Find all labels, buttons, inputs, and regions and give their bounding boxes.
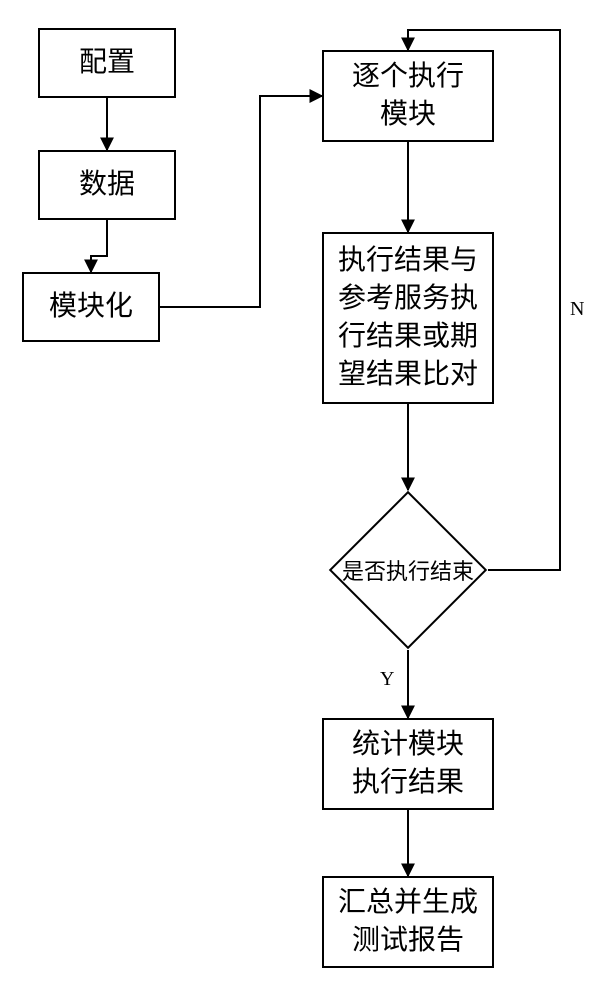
node-exec: 逐个执行模块 [322,50,494,142]
edge-label-Y: Y [380,668,394,691]
node-label: 数据 [79,166,135,204]
node-config: 配置 [38,28,176,98]
node-label: 汇总并生成测试报告 [338,884,478,960]
edge-label-N: N [570,298,584,321]
node-modular: 模块化 [22,272,160,342]
node-label: 模块化 [49,288,133,326]
node-label: 执行结果与参考服务执行结果或期望结果比对 [338,242,478,393]
node-label: 统计模块执行结果 [352,726,464,802]
node-decision [329,491,487,649]
flowchart-canvas: 配置 数据 模块化 逐个执行模块 执行结果与参考服务执行结果或期望结果比对 统计… [0,0,613,1000]
node-data: 数据 [38,150,176,220]
node-report: 汇总并生成测试报告 [322,876,494,968]
edge-data-modular [91,220,107,272]
node-compare: 执行结果与参考服务执行结果或期望结果比对 [322,232,494,404]
node-label: 逐个执行模块 [352,58,464,134]
edge-modular-exec [160,96,322,307]
node-stats: 统计模块执行结果 [322,718,494,810]
node-label: 配置 [79,44,135,82]
